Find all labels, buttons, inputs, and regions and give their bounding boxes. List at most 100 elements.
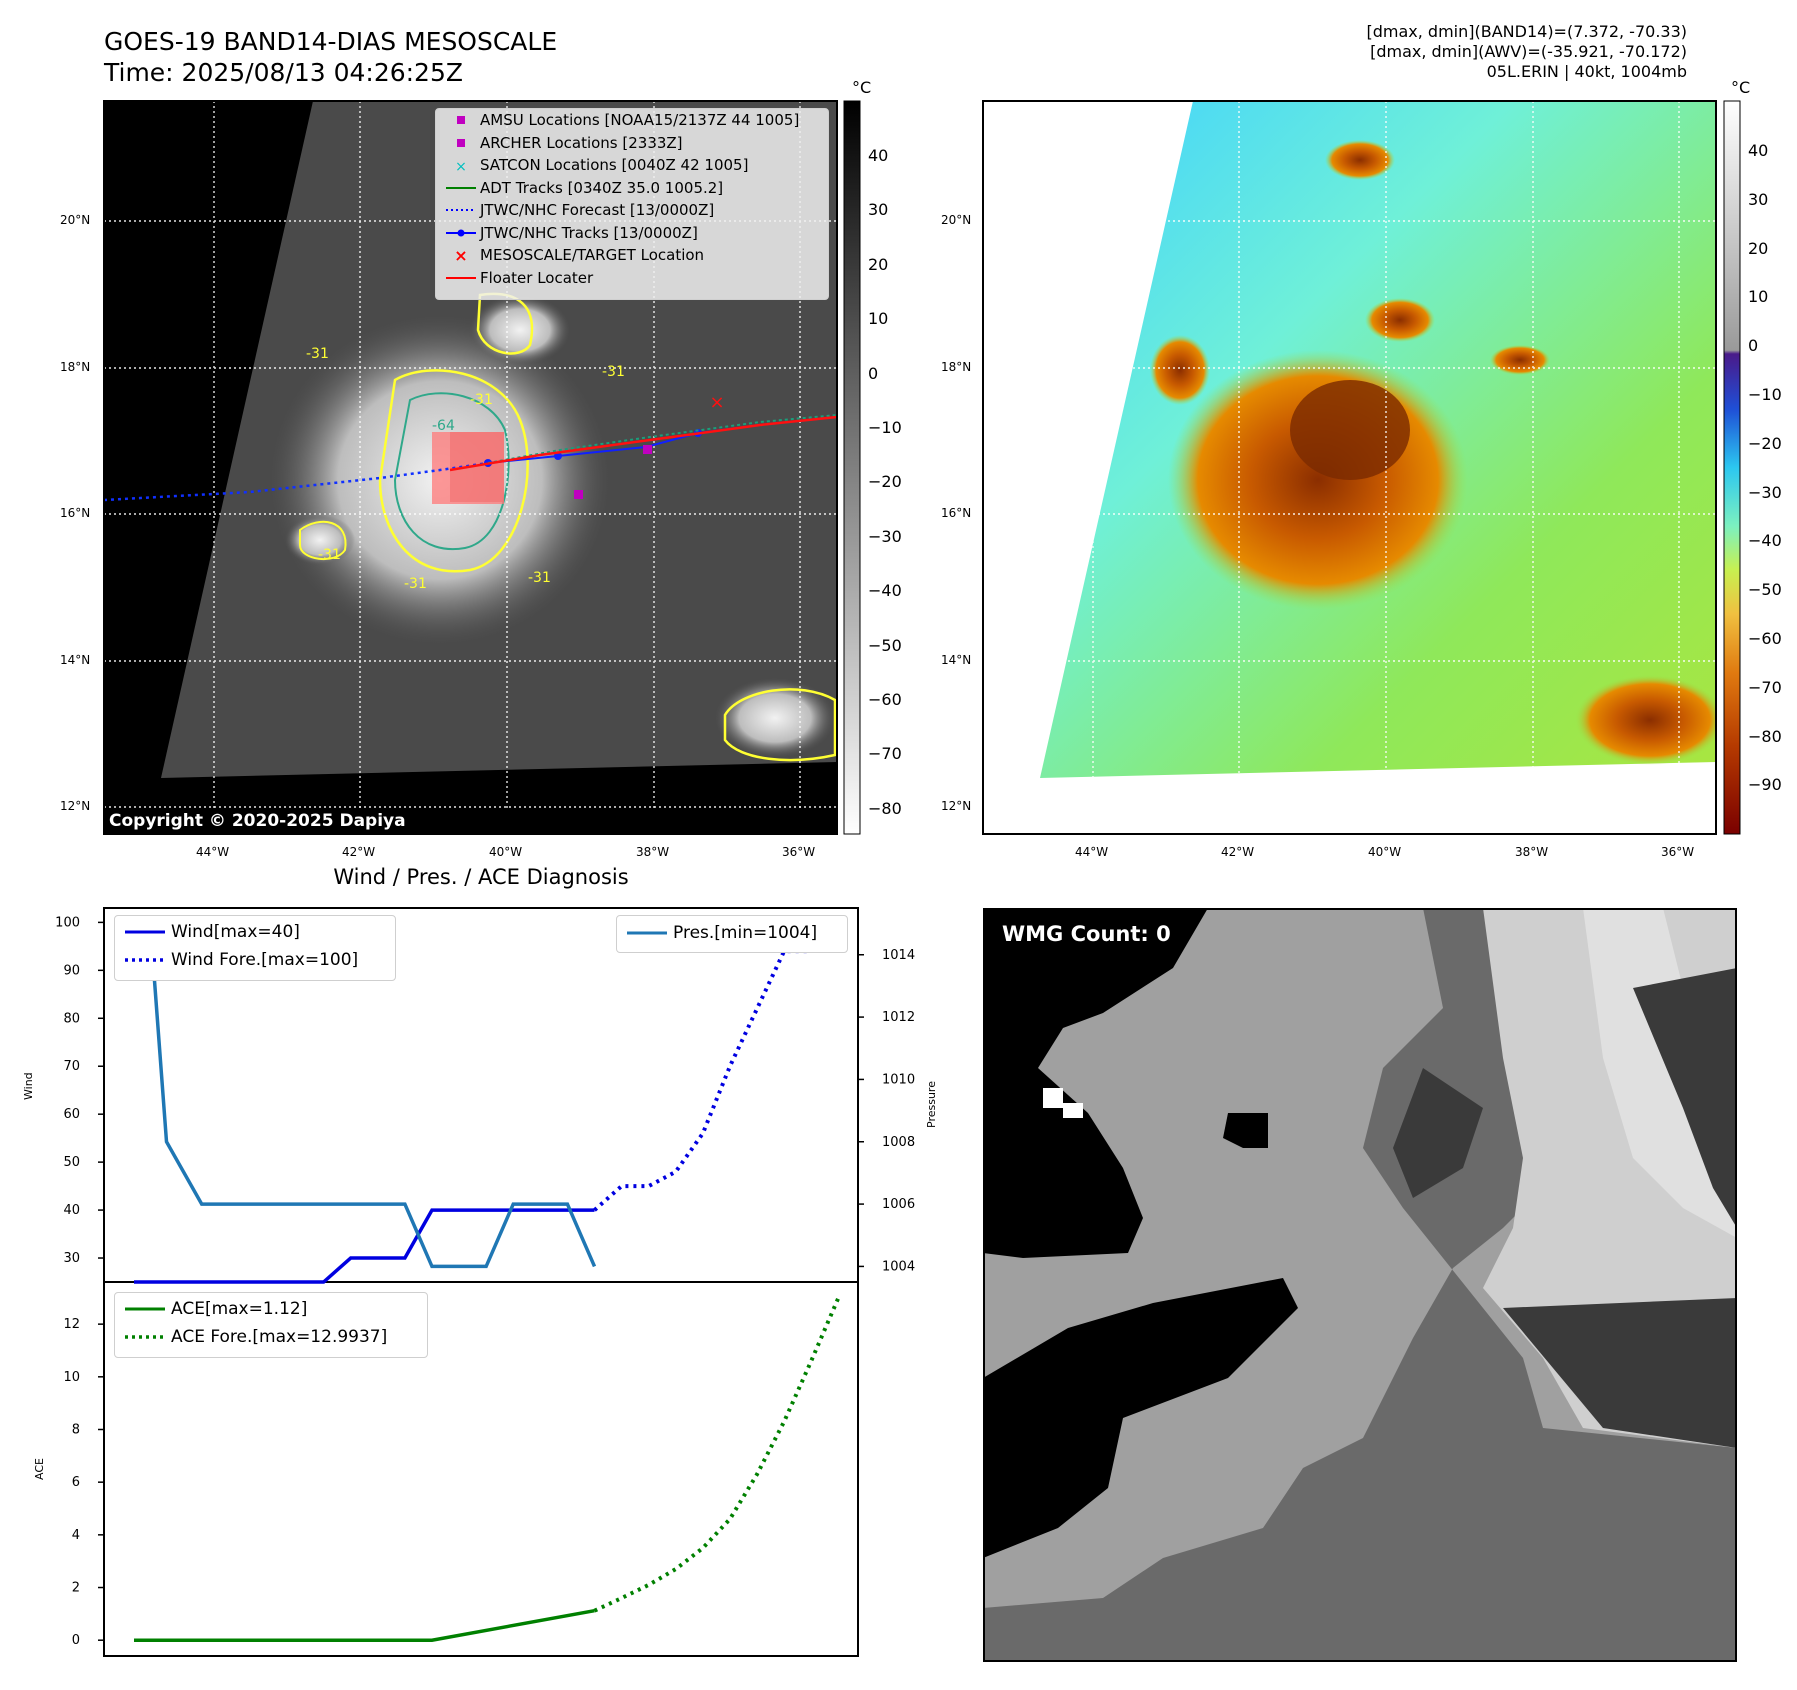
lon-label: 42°W bbox=[1221, 845, 1255, 859]
wmg-frame bbox=[983, 908, 1737, 1662]
pressure-tick-label: 1010 bbox=[882, 1072, 915, 1087]
left-colorbar bbox=[843, 100, 861, 835]
colorbar-tick-label: −10 bbox=[868, 418, 902, 437]
info-line-3: 05L.ERIN | 40kt, 1004mb bbox=[1486, 62, 1687, 81]
wmg-panel bbox=[983, 908, 1737, 1662]
colorbar-tick-label: 30 bbox=[1748, 189, 1769, 209]
pressure-tick-label: 1004 bbox=[882, 1259, 915, 1274]
lon-label: 42°W bbox=[342, 845, 376, 859]
lon-label: 36°W bbox=[1661, 845, 1695, 859]
wind-tick-label: 80 bbox=[63, 1011, 80, 1026]
wind-tick-label: 30 bbox=[63, 1251, 80, 1266]
chart-time: Time: 2025/08/13 04:26:25Z bbox=[104, 58, 463, 87]
green-dotted-line-icon bbox=[125, 1335, 165, 1339]
red-x-icon: × bbox=[454, 246, 467, 265]
pressure-legend: Pres.[min=1004] bbox=[616, 915, 848, 953]
lon-label: 40°W bbox=[1368, 845, 1402, 859]
wind-tick-label: 90 bbox=[63, 963, 80, 978]
lon-label: 44°W bbox=[196, 845, 230, 859]
colorbar-tick-label: −20 bbox=[868, 472, 902, 492]
colorbar-tick-label: 40 bbox=[868, 146, 889, 165]
magenta-square-icon bbox=[457, 138, 465, 147]
svg-text:×: × bbox=[454, 246, 467, 265]
colorbar-tick-label: −10 bbox=[1748, 385, 1782, 404]
legend-label: ADT Tracks [0340Z 35.0 1005.2] bbox=[480, 178, 724, 197]
legend-label: Wind[max=40] bbox=[171, 922, 300, 942]
ace-axis-label: ACE bbox=[33, 1458, 46, 1480]
colorbar-tick-label: 0 bbox=[868, 363, 879, 383]
legend-label: ACE Fore.[max=12.9937] bbox=[171, 1327, 388, 1347]
lat-label: 18°N bbox=[60, 360, 91, 374]
series-line-pres- bbox=[134, 921, 597, 1269]
lat-label: 12°N bbox=[941, 799, 972, 813]
legend-label: ARCHER Locations [2333Z] bbox=[480, 133, 683, 152]
colorbar-tick-label: 0 bbox=[1748, 336, 1759, 356]
ace-tick-label: 2 bbox=[72, 1581, 80, 1596]
lat-label: 16°N bbox=[60, 506, 91, 520]
right-colorbar bbox=[1723, 100, 1741, 835]
colorbar-tick-label: 10 bbox=[868, 309, 889, 329]
cyan-x-icon: × bbox=[455, 159, 467, 175]
svg-text:×: × bbox=[709, 392, 724, 413]
legend-item: ADT Tracks [0340Z 35.0 1005.2] bbox=[436, 177, 828, 200]
contour-label: -31 bbox=[318, 547, 341, 563]
colorbar-unit: °C bbox=[1731, 78, 1751, 97]
wind-axis-label: Wind bbox=[22, 1072, 35, 1100]
wind-tick-label: 60 bbox=[63, 1107, 80, 1122]
lon-label: 38°W bbox=[636, 845, 670, 859]
contour-label: -31 bbox=[528, 570, 551, 586]
pressure-tick-label: 1012 bbox=[882, 1010, 915, 1025]
blue-line-icon bbox=[125, 930, 165, 934]
lon-label: 36°W bbox=[782, 845, 816, 859]
ace-tick-label: 0 bbox=[72, 1633, 80, 1648]
lon-label: 40°W bbox=[489, 845, 523, 859]
legend-item: × SATCON Locations [0040Z 42 1005] bbox=[436, 154, 828, 177]
steelblue-line-icon bbox=[627, 931, 667, 935]
wind-tick-label: 50 bbox=[63, 1155, 80, 1170]
series-line-wind bbox=[134, 1208, 595, 1284]
lon-label: 38°W bbox=[1515, 845, 1549, 859]
svg-text:×: × bbox=[455, 159, 467, 175]
legend-item: JTWC/NHC Tracks [13/0000Z] bbox=[436, 222, 828, 245]
colorbar-tick-label: −70 bbox=[1748, 677, 1782, 697]
ace-tick-label: 6 bbox=[72, 1475, 80, 1490]
legend-label: MESOSCALE/TARGET Location bbox=[480, 246, 705, 265]
lat-label: 14°N bbox=[60, 653, 91, 667]
lat-label: 20°N bbox=[941, 213, 972, 227]
colorbar-tick-label: −40 bbox=[1748, 531, 1782, 551]
legend-label: JTWC/NHC Tracks [13/0000Z] bbox=[480, 223, 698, 242]
lat-label: 16°N bbox=[941, 506, 972, 520]
lat-label: 12°N bbox=[60, 799, 91, 813]
diagnosis-chart: 1009080706050403010141012101010081006100… bbox=[55, 907, 915, 1657]
legend-label: SATCON Locations [0040Z 42 1005] bbox=[480, 156, 749, 175]
contour-label: -64 bbox=[432, 418, 455, 434]
wmg-count: WMG Count: 0 bbox=[1002, 922, 1171, 946]
info-line-1: [dmax, dmin](BAND14)=(7.372, -70.33) bbox=[1366, 22, 1688, 41]
info-line-2: [dmax, dmin](AWV)=(-35.921, -70.172) bbox=[1370, 42, 1687, 61]
colorbar-tick-label: 10 bbox=[1748, 287, 1769, 307]
blue-dotted-line-icon bbox=[446, 209, 476, 212]
colorbar-tick-label: −40 bbox=[868, 581, 902, 601]
pressure-axis-label: Pressure bbox=[925, 1081, 938, 1128]
ace-tick-label: 4 bbox=[72, 1528, 80, 1543]
pressure-tick-label: 1006 bbox=[882, 1197, 915, 1212]
colorbar-tick-label: 30 bbox=[868, 200, 889, 220]
legend-item: ACE[max=1.12] bbox=[115, 1293, 427, 1323]
legend-item: ARCHER Locations [2333Z] bbox=[436, 132, 828, 155]
contour-label: -31 bbox=[602, 364, 625, 380]
green-line-icon bbox=[125, 1307, 165, 1311]
colorbar-tick-label: −20 bbox=[1748, 433, 1782, 453]
magenta-square-icon bbox=[457, 116, 465, 125]
wind-tick-label: 40 bbox=[63, 1203, 80, 1218]
legend-item: × MESOSCALE/TARGET Location bbox=[436, 244, 828, 267]
map-legend: AMSU Locations [NOAA15/2137Z 44 1005] AR… bbox=[435, 108, 829, 300]
colorbar-tick-label: −90 bbox=[1748, 775, 1782, 795]
legend-item: Floater Locater bbox=[436, 267, 828, 290]
legend-item: Wind Fore.[max=100] bbox=[115, 946, 395, 974]
wind-plot-group: 100 90 80 70 60 50 40 30 1014 1012 1010 1008 1006 100… bbox=[55, 915, 915, 1284]
lat-label: 14°N bbox=[941, 653, 972, 667]
ace-tick-label: 12 bbox=[63, 1317, 80, 1332]
series-line-ace-fore- bbox=[593, 1297, 841, 1613]
legend-label: JTWC/NHC Forecast [13/0000Z] bbox=[480, 201, 715, 220]
colorbar-tick-label: −70 bbox=[868, 744, 902, 764]
